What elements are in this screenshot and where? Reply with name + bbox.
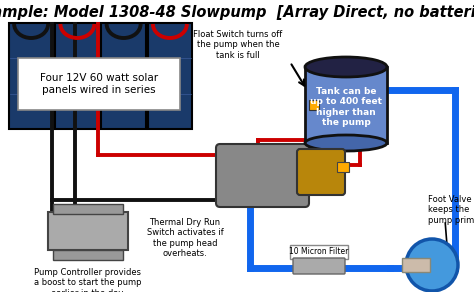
Bar — [402, 258, 430, 272]
FancyBboxPatch shape — [53, 204, 123, 214]
Bar — [305, 67, 387, 143]
FancyBboxPatch shape — [55, 23, 100, 129]
Text: Float Switch turns off
the pump when the
tank is full: Float Switch turns off the pump when the… — [193, 30, 283, 60]
FancyBboxPatch shape — [48, 212, 128, 250]
Text: Pump Controller provides
a boost to start the pump
earlier in the day.: Pump Controller provides a boost to star… — [34, 268, 142, 292]
FancyBboxPatch shape — [18, 58, 180, 110]
FancyBboxPatch shape — [101, 23, 146, 129]
Circle shape — [406, 239, 458, 291]
Ellipse shape — [305, 57, 387, 77]
Text: Tank can be
up to 400 feet
higher than
the pump: Tank can be up to 400 feet higher than t… — [310, 87, 382, 127]
FancyBboxPatch shape — [53, 250, 123, 260]
Text: Foot Valve
keeps the
pump primed: Foot Valve keeps the pump primed — [428, 195, 474, 225]
FancyBboxPatch shape — [290, 245, 348, 259]
Ellipse shape — [305, 135, 387, 151]
FancyBboxPatch shape — [293, 258, 345, 274]
Text: Example: Model 1308-48 Slowpump  [Array Direct, no batteries]: Example: Model 1308-48 Slowpump [Array D… — [0, 4, 474, 20]
FancyBboxPatch shape — [9, 23, 53, 129]
Text: 10 Micron Filter: 10 Micron Filter — [289, 248, 349, 256]
Text: Four 12V 60 watt solar
panels wired in series: Four 12V 60 watt solar panels wired in s… — [40, 73, 158, 95]
FancyBboxPatch shape — [216, 144, 309, 207]
FancyBboxPatch shape — [148, 23, 192, 129]
Text: Thermal Dry Run
Switch activates if
the pump head
overheats.: Thermal Dry Run Switch activates if the … — [146, 218, 223, 258]
Bar — [309, 100, 319, 110]
Bar — [337, 162, 349, 172]
FancyBboxPatch shape — [297, 149, 345, 195]
